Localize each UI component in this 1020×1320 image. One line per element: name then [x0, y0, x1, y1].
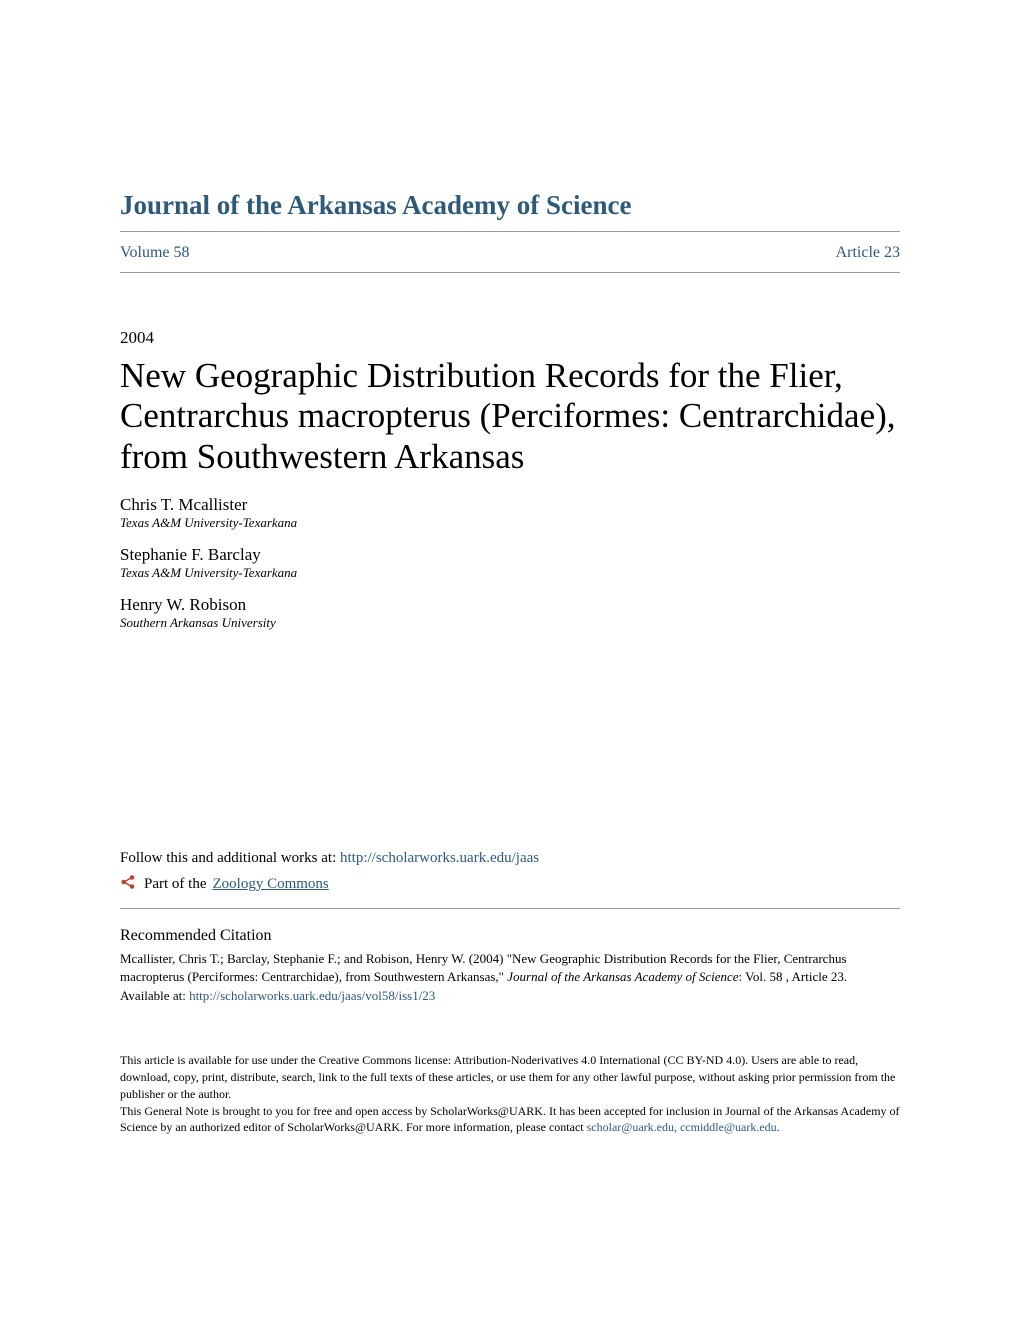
author-affiliation: Texas A&M University-Texarkana [120, 565, 900, 581]
part-of-row: Part of the Zoology Commons [120, 873, 900, 909]
license-access: This General Note is brought to you for … [120, 1104, 900, 1135]
article-title: New Geographic Distribution Records for … [120, 356, 900, 477]
author-affiliation: Texas A&M University-Texarkana [120, 515, 900, 531]
author-block-3: Henry W. Robison Southern Arkansas Unive… [120, 595, 900, 631]
publication-year: 2004 [120, 328, 900, 348]
citation-text: Mcallister, Chris T.; Barclay, Stephanie… [120, 950, 900, 986]
follow-link[interactable]: http://scholarworks.uark.edu/jaas [340, 850, 539, 866]
citation-volume: : Vol. 58 , Article 23. [739, 969, 848, 984]
part-of-label: Part of the [144, 876, 206, 893]
follow-text: Follow this and additional works at: htt… [120, 850, 900, 867]
author-name: Henry W. Robison [120, 595, 900, 615]
license-text-2: This General Note is brought to you for … [120, 1103, 900, 1137]
volume-row: Volume 58 Article 23 [120, 244, 900, 273]
author-name: Chris T. Mcallister [120, 495, 900, 515]
network-icon [120, 873, 138, 896]
zoology-commons-link[interactable]: Zoology Commons [212, 876, 328, 893]
journal-title[interactable]: Journal of the Arkansas Academy of Scien… [120, 190, 900, 232]
follow-label: Follow this and additional works at: [120, 850, 340, 866]
license-period: . [777, 1120, 780, 1134]
available-label: Available at: [120, 988, 189, 1003]
license-text-1: This article is available for use under … [120, 1052, 900, 1102]
volume-link[interactable]: Volume 58 [120, 244, 189, 262]
author-name: Stephanie F. Barclay [120, 545, 900, 565]
article-link[interactable]: Article 23 [836, 244, 900, 262]
citation-heading: Recommended Citation [120, 927, 900, 945]
available-at: Available at: http://scholarworks.uark.e… [120, 988, 900, 1004]
spacer [120, 645, 900, 850]
contact-link[interactable]: scholar@uark.edu, ccmiddle@uark.edu [587, 1120, 777, 1134]
citation-journal: Journal of the Arkansas Academy of Scien… [507, 969, 738, 984]
author-block-1: Chris T. Mcallister Texas A&M University… [120, 495, 900, 531]
available-link[interactable]: http://scholarworks.uark.edu/jaas/vol58/… [189, 988, 435, 1003]
author-affiliation: Southern Arkansas University [120, 615, 900, 631]
author-block-2: Stephanie F. Barclay Texas A&M Universit… [120, 545, 900, 581]
